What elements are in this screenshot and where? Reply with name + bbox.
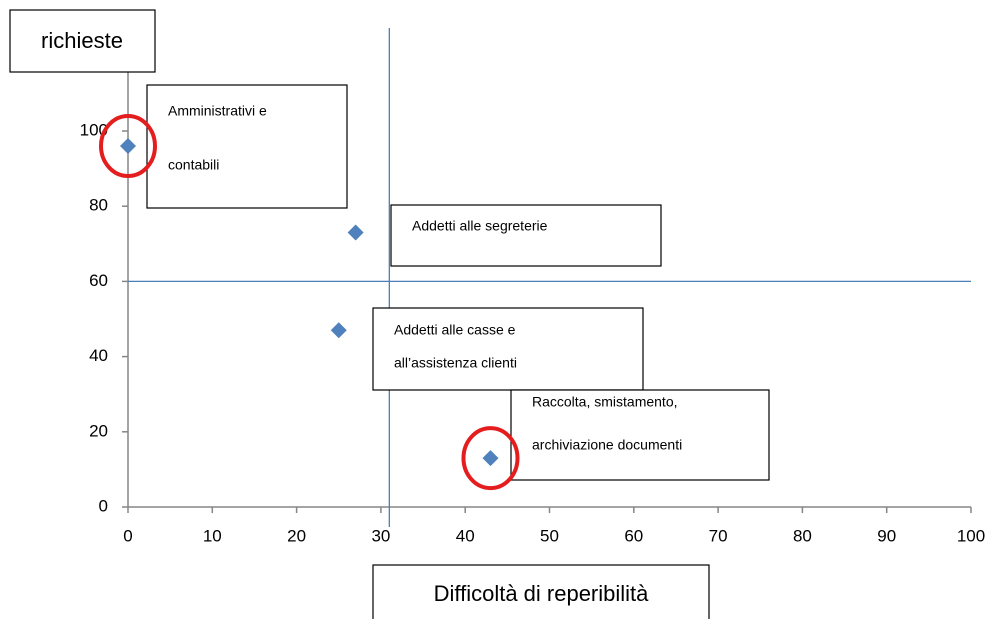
highlight-circle <box>461 426 520 491</box>
y-tick-label: 80 <box>89 196 108 215</box>
x-axis-label: Difficoltà di reperibilità <box>434 581 650 606</box>
x-tick-label: 100 <box>957 526 985 545</box>
x-label-box <box>372 564 710 619</box>
x-tick-label: 90 <box>877 526 896 545</box>
x-tick-label: 40 <box>456 526 475 545</box>
y-axis-label: richieste <box>41 28 123 53</box>
point <box>482 450 499 467</box>
x-tick-label: 30 <box>371 526 390 545</box>
point <box>120 138 136 155</box>
x-tick-label: 0 <box>123 526 132 545</box>
label-box <box>510 389 770 481</box>
y-tick-label: 0 <box>99 496 108 515</box>
point-label: archiviazione documenti <box>532 437 682 453</box>
label-box <box>372 307 644 391</box>
point-label: contabili <box>168 157 219 173</box>
x-tick-label: 20 <box>287 526 306 545</box>
point-label: all’assistenza clienti <box>394 355 517 371</box>
y-tick-label: 20 <box>89 421 108 440</box>
point-label: Amministrativi e <box>168 103 267 119</box>
x-tick-label: 70 <box>709 526 728 545</box>
x-tick-label: 50 <box>540 526 559 545</box>
y-tick-label: 60 <box>89 271 108 290</box>
point-label: Addetti alle casse e <box>394 322 516 338</box>
label-box <box>146 84 348 209</box>
y-label-box <box>9 9 156 73</box>
x-tick-label: 10 <box>203 526 222 545</box>
point-label: Addetti alle segreterie <box>412 218 548 234</box>
highlight-circle <box>99 114 157 179</box>
x-tick-label: 60 <box>624 526 643 545</box>
point <box>347 224 364 241</box>
point <box>330 322 347 339</box>
y-tick-label: 40 <box>89 346 108 365</box>
point-label: Raccolta, smistamento, <box>532 394 678 410</box>
x-tick-label: 80 <box>793 526 812 545</box>
label-box <box>390 204 662 267</box>
